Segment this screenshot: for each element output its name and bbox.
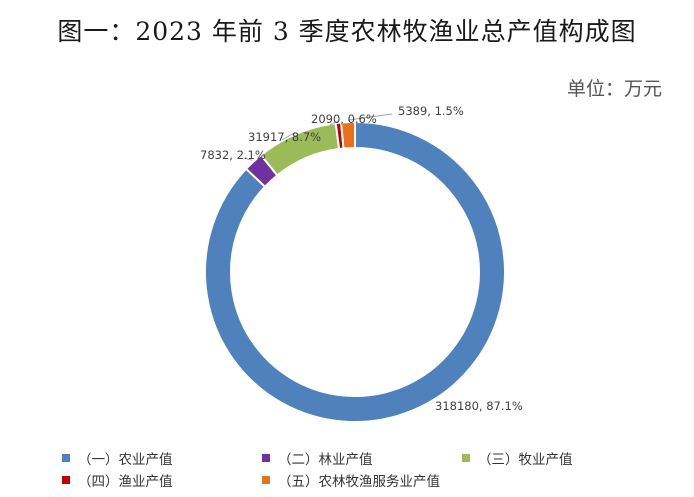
data-label-2: 7832, 2.1% [200,148,266,162]
data-label-4: 2090, 0.6% [311,112,377,126]
data-label-3: 31917, 8.7% [248,130,321,144]
data-label-5: 5389, 1.5% [398,104,464,118]
leader-line-2 [243,157,253,161]
donut-slice-1 [204,120,506,423]
unit-label: 单位：万元 [566,78,662,100]
donut-slice-5 [340,120,356,150]
leader-line-5 [347,113,393,121]
data-label-1: 318180, 87.1% [435,399,523,413]
chart-title: 图一：2023 年前 3 季度农林牧渔业总产值构成图 [57,17,637,46]
leader-line-3 [281,131,296,141]
leader-line-4 [329,120,339,126]
